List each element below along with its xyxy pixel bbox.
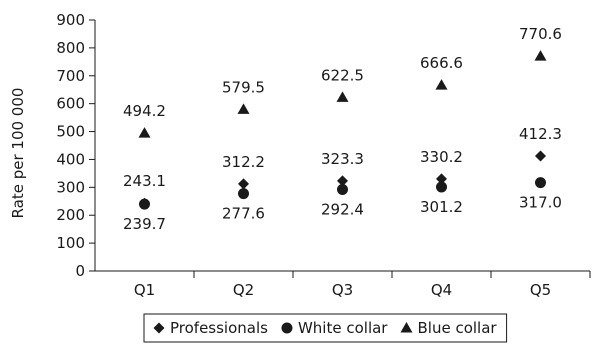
axes [94,20,590,272]
professionals-marker [436,173,447,185]
white-collar-marker [139,198,150,210]
y-tick-label: 400 [56,150,85,168]
blue-collar-marker [138,127,151,138]
blue-collar-marker [336,91,349,102]
white-collar-marker [535,177,546,189]
y-tick-label: 600 [56,95,85,113]
professionals-data-label: 330.2 [420,148,463,166]
x-axis-ticks: Q1 Q2 Q3 Q4 Q5 [134,271,591,299]
y-tick-label: 500 [56,123,85,141]
x-tick-label: Q5 [530,281,551,299]
blue-collar-legend-label: Blue collar [417,319,497,337]
y-axis-title: Rate per 100 000 [9,88,27,219]
y-tick-label: 300 [56,178,85,196]
professionals-data-label: 312.2 [222,153,265,171]
blue-collar-marker [534,50,547,61]
blue-collar-data-label: 770.6 [519,25,562,43]
blue-collar-legend-marker [400,322,413,333]
professionals-data-label: 243.1 [123,172,166,190]
white-collar-legend-label: White collar [298,319,388,337]
blue-collar-data-label: 622.5 [321,66,364,84]
white-collar-legend-marker [281,322,293,334]
y-tick-label: 700 [56,67,85,85]
professionals-legend-marker [153,322,165,334]
legend: Professionals White collar Blue collar [143,313,508,343]
professionals-data-label: 323.3 [321,150,364,168]
blue-collar-marker [435,79,448,90]
y-tick-label: 800 [56,39,85,57]
data-labels: 243.1 312.2 323.3 330.2 412.3 239.7 277.6 292.4… [123,25,562,233]
y-tick-label: 0 [75,262,85,280]
blue-collar-data-label: 494.2 [123,102,166,120]
legend-box [143,313,508,343]
x-tick-label: Q1 [134,281,155,299]
x-tick-label: Q3 [332,281,353,299]
white-collar-data-label: 277.6 [222,205,265,223]
y-tick-label: 100 [56,234,85,252]
professionals-legend-label: Professionals [170,319,268,337]
professionals-data-label: 412.3 [519,125,562,143]
professionals-marker [337,175,348,187]
x-tick-label: Q2 [233,281,254,299]
white-collar-data-label: 317.0 [519,194,562,212]
professionals-marker [535,150,546,162]
white-collar-data-label: 239.7 [123,215,166,233]
y-tick-label: 200 [56,206,85,224]
white-collar-marker [238,188,249,200]
y-axis-ticks: 0 100 200 300 400 500 600 700 800 900 [56,11,95,280]
professionals-marker [238,178,249,190]
y-tick-label: 900 [56,11,85,29]
blue-collar-marker [237,103,250,114]
white-collar-data-label: 292.4 [321,200,364,218]
blue-collar-data-label: 666.6 [420,54,463,72]
data-markers [138,50,547,210]
white-collar-marker [337,183,348,195]
white-collar-marker [436,181,447,193]
x-tick-label: Q4 [431,281,452,299]
white-collar-data-label: 301.2 [420,198,463,216]
blue-collar-data-label: 579.5 [222,78,265,96]
